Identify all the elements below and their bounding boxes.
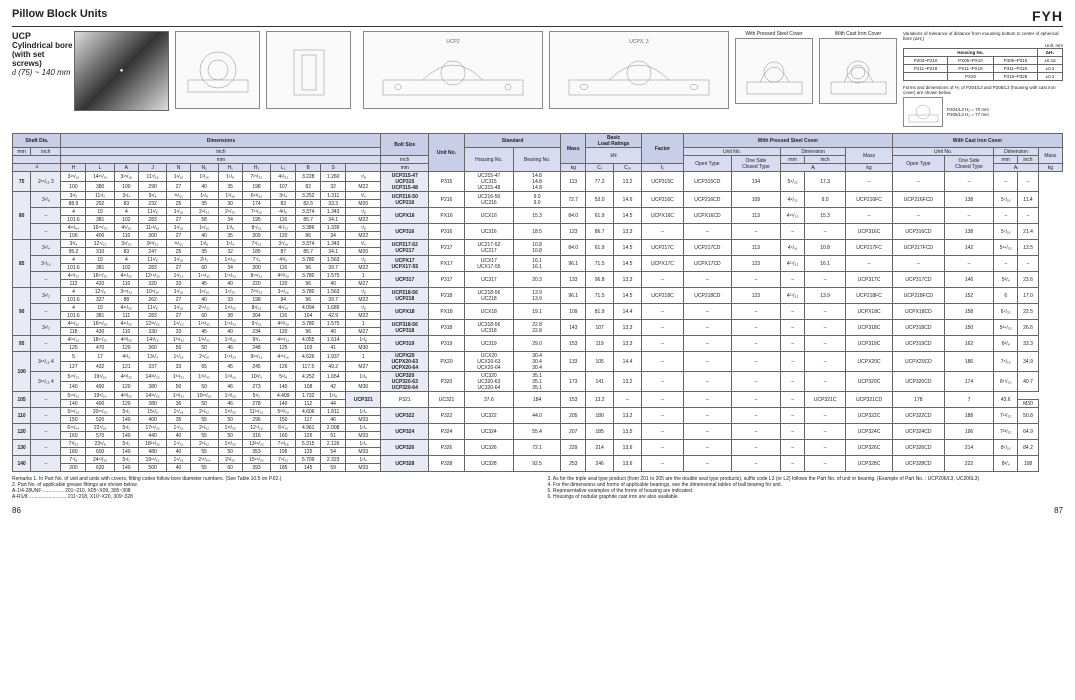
table-row: –4154¹¹/₃₂11¹/₈1¹/₁₆2¹¹/₃₂1¹¹/₃₂8¹/₃₂4⁹/… — [13, 304, 1063, 312]
product-range: d (75) ~ 140 mm — [12, 68, 74, 77]
diagram-p204 — [903, 97, 943, 127]
diagram-row: ● UCP2 UCPX, 3 With Pressed Steel Cover — [74, 31, 1063, 127]
table-row: 903¹/₂412⁷/₈3¹⁵/₃₂10⁵/₁₆1¹/₁₆1⁹/₁₆1⁹/₃₂7… — [13, 288, 1063, 296]
page-title: Pillow Block Units — [12, 8, 107, 20]
table-row: 95–4²⁹/₃₂18¹⁷/₃₂4²³/₃₂14³/₁₆1³¹/₃₂1³¹/₃₂… — [13, 336, 1063, 344]
table-row: 3⁷/₁₆415411¹/₈1¹/₁₆2¹/₂1¹¹/₃₂7⁷/₈4³/₈3.7… — [13, 256, 1063, 264]
diagram-side — [175, 31, 260, 109]
remarks-left: Remarks 1. In Part No. of unit and units… — [12, 476, 528, 500]
table-row: –415411¹/₈1¹/₁₆2⁹/₃₂2⁹/₃₂7¹¹/₁₆4¹/₈3.374… — [13, 208, 1063, 216]
cast-cover-label: With Cast Iron Cover — [819, 31, 897, 37]
p205-note: P205/L3 H₂ = 77 mm — [947, 112, 989, 117]
table-row: –4¹¹/₆₄16¹⁵/₃₂4⁵/₁₆11¹³/₁₆1¹/₁₆1⁹/₁₆1³/₈… — [13, 224, 1063, 232]
pressed-cover-label: With Pressed Steel Cover — [735, 31, 813, 37]
remarks-right: 3. As for the triple seal type product (… — [548, 476, 1064, 500]
tolerance-title: Variations of tolerance of distance from… — [903, 31, 1063, 41]
diagram-ucp2: UCP2 — [363, 31, 543, 109]
product-photo: ● — [74, 31, 169, 111]
table-row: 105–5¹⁵/₃₂19⁵/₁₆4²³/₃₂14³¹/₃₂1¹³/₃₂10¹⁵/… — [13, 392, 1063, 400]
diagram-front — [266, 31, 351, 109]
table-row: 110–5²⁹/₃₂20¹⁵/₃₂5¹/₂15¹/₈1⁵/₁₆2⁵/₃₂1³¹/… — [13, 408, 1063, 416]
diagram-cast — [819, 38, 897, 104]
table-row: 3¹/₂4²¹/₃₂16¹⁵/₁₆4¹¹/₃₂12³¹/₃₂1⁹/₃₂1²⁵/₃… — [13, 320, 1063, 328]
brand-logo: FYH — [1032, 8, 1063, 24]
page-number-left: 86 — [12, 506, 21, 515]
table-row: 853¹/₄3³/₄12⁷/₃₂3⁹/₃₂9²³/₃₂³¹/₃₂1³/₈1¹/₄… — [13, 240, 1063, 248]
table-row: 803¹/₈3¹/₂11¹/₂3¹/₄9¹/₈³¹/₃₂1¹/₈1³/₁₆6¹³… — [13, 192, 1063, 200]
forms-note: Forms and dimensions of H₂ of P204/L3 an… — [903, 85, 1063, 95]
tolerance-table: Housing No.ΔH₁ P203~P210PX05~PX10P305~P3… — [903, 48, 1063, 81]
subtitle-block: UCP Cylindrical bore (with set screws) d… — [12, 31, 74, 77]
product-desc: Cylindrical bore (with set screws) — [12, 41, 74, 68]
tolerance-notes: Variations of tolerance of distance from… — [903, 31, 1063, 127]
page-number-right: 87 — [1054, 506, 1063, 515]
diagram-ucpx3: UCPX, 3 — [549, 31, 729, 109]
remarks-section: Remarks 1. In Part No. of unit and units… — [12, 476, 1063, 500]
table-row: 140–7⁷/₈24¹³/₃₂5¹/₂19¹¹/₁₆1⁹/₁₆2¹¹/₆₄2³/… — [13, 456, 1063, 464]
table-row: 130–7³/₃₂23⁵/₈5¹/₂18²⁹/₃₂1⁷/₃₂2⁵/₃₂1³¹/₃… — [13, 440, 1063, 448]
main-data-table: Shaft Dia. Dimensions Bolt Size Unit No.… — [12, 133, 1063, 472]
product-code: UCP — [12, 31, 74, 41]
diagram-pressed — [735, 38, 813, 104]
table-row: 752¹⁵/₁₆ 33¹⁵/₁₆14¹⁵/₁₆3¹⁵/₁₆11⁷/₁₆1¹/₁₆… — [13, 172, 1063, 182]
table-row: 120–6¹⁹/₆₄22⁷/₁₆5¹/₂17¹¹/₃₂1⁷/₃₂2⁵/₃₂1³¹… — [13, 424, 1063, 432]
table-row: 1003¹⁵/₁₆ 45174³/₄13¹/₄1⁵/₁₆2⁹/₁₆1¹⁹/₃₂9… — [13, 352, 1063, 362]
table-row: –4¹³/₃₂16¹⁷/₃₂4¹¹/₃₂12¹⁹/₃₂1¹/₃₂1¹⁹/₃₂1¹… — [13, 272, 1063, 280]
table-row: 3¹⁵/₁₆ 45¹⁵/₃₂19⁵/₁₆4²³/₃₂14³³/₃₂1³¹/₃₂1… — [13, 372, 1063, 382]
